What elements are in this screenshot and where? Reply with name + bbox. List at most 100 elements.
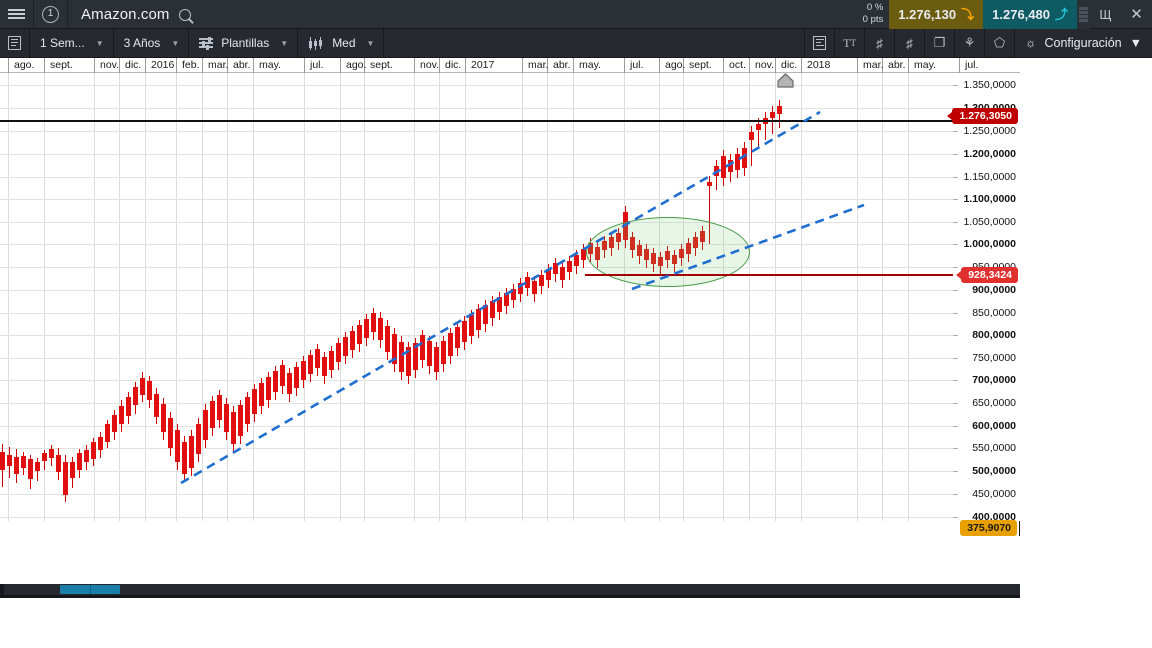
date-axis[interactable]: ago. sept. nov. dic. 2016 feb. mar. abr. may. jul… bbox=[0, 58, 1020, 73]
vertical-gridline bbox=[908, 73, 909, 521]
support-price-badge[interactable]: 928,3424 bbox=[956, 267, 1018, 283]
price-axis-tick bbox=[953, 471, 958, 472]
date-axis-tick bbox=[340, 58, 341, 73]
date-axis-label: may. bbox=[259, 59, 281, 71]
settings-dropdown[interactable]: ☼ Configuración ▼ bbox=[1015, 29, 1152, 58]
low-price-badge[interactable]: 375,9070 bbox=[960, 520, 1017, 536]
price-axis-label: 1.050,0000 bbox=[963, 216, 1016, 228]
horizontal-gridline bbox=[0, 471, 953, 472]
date-axis-label: sept. bbox=[370, 59, 393, 71]
date-axis-tick bbox=[723, 58, 724, 73]
search-icon[interactable] bbox=[178, 9, 191, 21]
date-axis-tick bbox=[683, 58, 684, 73]
vertical-gridline bbox=[227, 73, 228, 521]
chart-style-dropdown[interactable]: Med ▼ bbox=[298, 28, 385, 58]
date-axis-tick bbox=[44, 58, 45, 73]
date-axis-label: nov. bbox=[755, 59, 775, 71]
templates-label: Plantillas bbox=[221, 36, 270, 50]
drawing-tools-icon[interactable]: ♯ bbox=[906, 35, 913, 51]
price-axis-label: 500,0000 bbox=[972, 465, 1016, 477]
date-axis-label: dic. bbox=[125, 59, 142, 71]
date-axis-tick bbox=[176, 58, 177, 73]
titlebar-right-group: 0 % 0 pts 1.276,130 ⤵ 1.276,480 ⤴ Щ ✕ bbox=[841, 0, 1152, 29]
date-axis-tick bbox=[624, 58, 625, 73]
change-indicator: 0 % 0 pts bbox=[841, 0, 889, 29]
date-axis-label: dic. bbox=[445, 59, 462, 71]
resistance-line[interactable] bbox=[0, 120, 953, 122]
consolidation-zone-ellipse[interactable] bbox=[586, 217, 750, 287]
vertical-gridline bbox=[775, 73, 776, 521]
vertical-gridline bbox=[364, 73, 365, 521]
settings-label: Configuración bbox=[1044, 36, 1122, 50]
drawing-overlay bbox=[180, 110, 865, 485]
date-axis-tick bbox=[801, 58, 802, 73]
chart-container: ago. sept. nov. dic. 2016 feb. mar. abr. may. jul… bbox=[0, 58, 1020, 598]
date-axis-label: abr. bbox=[553, 59, 571, 71]
period-dropdown[interactable]: 3 Años ▼ bbox=[114, 28, 190, 58]
horizontal-gridline bbox=[0, 448, 953, 449]
ask-up-arrow-icon: ⤴ bbox=[1054, 6, 1068, 22]
price-axis-label: 550,0000 bbox=[972, 442, 1016, 454]
date-axis-tick bbox=[119, 58, 120, 73]
price-axis-tick bbox=[953, 517, 958, 518]
current-price-badge[interactable]: 1.276,3050 bbox=[947, 108, 1018, 124]
anchor-icon[interactable]: ⚘ bbox=[963, 35, 976, 50]
date-marker-2018-icon[interactable] bbox=[777, 73, 794, 88]
vertical-gridline bbox=[176, 73, 177, 521]
price-axis[interactable]: 1.350,00001.300,00001.250,00001.200,0000… bbox=[947, 73, 1020, 523]
price-axis-tick bbox=[953, 448, 958, 449]
horizontal-gridline bbox=[0, 403, 953, 404]
price-axis-tick bbox=[953, 335, 958, 336]
expand-icon[interactable]: Щ bbox=[1099, 6, 1112, 22]
templates-dropdown[interactable]: Plantillas ▼ bbox=[189, 28, 299, 58]
price-axis-label: 650,0000 bbox=[972, 397, 1016, 409]
price-axis-label: 1.350,0000 bbox=[963, 79, 1016, 91]
list-view-icon[interactable] bbox=[0, 29, 29, 58]
price-axis-label: 750,0000 bbox=[972, 352, 1016, 364]
align-text-icon[interactable] bbox=[805, 29, 834, 58]
price-axis-tick bbox=[953, 358, 958, 359]
vertical-gridline bbox=[253, 73, 254, 521]
hamburger-menu-icon[interactable] bbox=[0, 0, 34, 29]
vertical-gridline bbox=[340, 73, 341, 521]
horizontal-gridline bbox=[0, 222, 953, 223]
chart-plot-area[interactable] bbox=[0, 73, 953, 521]
drag-gripper-handle[interactable] bbox=[1077, 0, 1090, 29]
scrollbar-thumb[interactable] bbox=[60, 585, 120, 594]
date-axis-tick bbox=[227, 58, 228, 73]
horizontal-scrollbar[interactable] bbox=[0, 584, 1020, 595]
horizontal-gridline bbox=[0, 290, 953, 291]
vertical-gridline bbox=[723, 73, 724, 521]
bid-price-button[interactable]: 1.276,130 ⤵ bbox=[889, 0, 984, 29]
timeframe-dropdown[interactable]: 1 Sem... ▼ bbox=[30, 28, 114, 58]
vertical-gridline bbox=[857, 73, 858, 521]
ask-price-button[interactable]: 1.276,480 ⤴ bbox=[983, 0, 1077, 29]
percent-change: 0 % bbox=[866, 1, 884, 13]
date-axis-label: nov. bbox=[420, 59, 440, 71]
date-axis-tick bbox=[749, 58, 750, 73]
price-axis-label: 1.200,0000 bbox=[963, 148, 1016, 160]
grid-icon[interactable]: ♯ bbox=[876, 35, 883, 51]
date-axis-tick bbox=[145, 58, 146, 73]
horizontal-gridline bbox=[0, 131, 953, 132]
date-axis-tick bbox=[94, 58, 95, 73]
date-axis-label: mar. bbox=[208, 59, 229, 71]
date-axis-tick bbox=[522, 58, 523, 73]
date-axis-label: mar. bbox=[528, 59, 549, 71]
horizontal-gridline bbox=[0, 85, 953, 86]
duplicate-icon[interactable]: ❐ bbox=[933, 35, 946, 50]
price-axis-tick bbox=[953, 244, 958, 245]
date-axis-label: jul. bbox=[310, 59, 324, 71]
workspace-number-badge[interactable]: 1 bbox=[34, 0, 68, 29]
label-tag-icon[interactable]: ⬠ bbox=[993, 35, 1006, 50]
vertical-gridline bbox=[683, 73, 684, 521]
date-axis-tick bbox=[882, 58, 883, 73]
price-axis-label: 1.150,0000 bbox=[963, 171, 1016, 183]
period-label: 3 Años bbox=[123, 36, 161, 50]
close-icon[interactable]: ✕ bbox=[1130, 6, 1143, 23]
date-axis-label: feb. bbox=[182, 59, 200, 71]
support-line[interactable] bbox=[585, 274, 953, 276]
date-axis-label: jul. bbox=[630, 59, 644, 71]
date-axis-tick bbox=[659, 58, 660, 73]
